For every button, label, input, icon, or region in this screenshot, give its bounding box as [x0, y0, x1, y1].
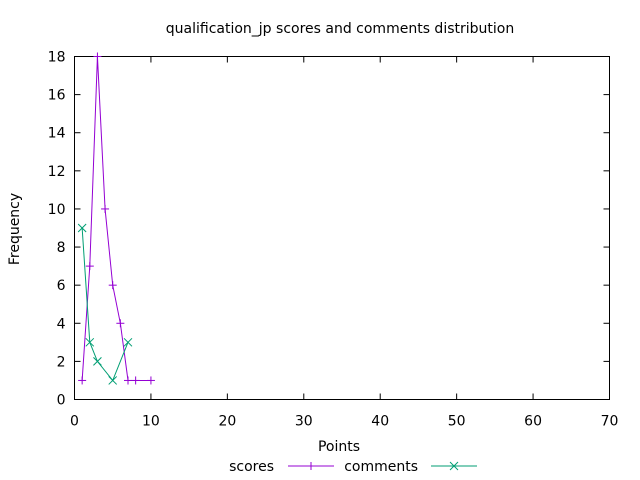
x-tick-label: 60 — [524, 414, 542, 430]
y-tick-label: 4 — [57, 316, 66, 332]
legend-marker — [449, 461, 459, 471]
y-tick-label: 2 — [57, 354, 66, 370]
scores-point — [131, 376, 140, 385]
scores-point — [93, 52, 102, 61]
legend-marker — [307, 462, 315, 470]
scores-point — [146, 376, 155, 385]
scores-line — [81, 56, 151, 381]
chart-title: qualification_jp scores and comments dis… — [166, 21, 514, 37]
scores-point — [116, 319, 125, 328]
legend: scores comments — [229, 459, 477, 475]
y-tick-label: 8 — [57, 240, 66, 256]
x-tick-label: 40 — [371, 414, 389, 430]
y-tick-label: 16 — [48, 88, 66, 104]
comments-point — [77, 223, 87, 233]
legend-item-comments: comments — [344, 459, 477, 475]
series-comments — [77, 223, 133, 385]
plot-frame — [74, 56, 610, 400]
comments-point — [123, 337, 133, 347]
series-scores — [78, 52, 155, 385]
scores-point — [78, 376, 87, 385]
y-axis-label: Frequency — [7, 193, 23, 265]
comments-point — [85, 337, 95, 347]
x-tick-label: 20 — [218, 414, 236, 430]
legend-item-scores: scores — [229, 459, 334, 475]
scores-point — [101, 204, 110, 213]
comments-point — [108, 376, 118, 385]
y-tick-label: 0 — [57, 393, 66, 409]
series-layer — [77, 52, 155, 385]
x-tick-label: 10 — [142, 414, 160, 430]
y-tick-label: 6 — [57, 278, 66, 294]
x-axis-label: Points — [318, 439, 360, 455]
y-axis-ticks: 0 2 4 6 8 10 12 14 16 18 — [48, 50, 610, 409]
scores-point — [85, 262, 94, 271]
comments-line — [81, 227, 129, 382]
x-tick-label: 0 — [70, 414, 79, 430]
y-tick-label: 10 — [48, 202, 66, 218]
comments-point — [93, 357, 102, 366]
y-tick-label: 12 — [48, 164, 66, 180]
scores-point — [124, 376, 132, 385]
y-tick-label: 18 — [48, 50, 66, 66]
x-tick-label: 50 — [448, 414, 466, 430]
x-tick-label: 30 — [295, 414, 313, 430]
legend-label: scores — [229, 459, 274, 475]
legend-label: comments — [344, 459, 418, 475]
x-tick-label: 70 — [601, 414, 619, 430]
scores-point — [108, 281, 117, 290]
x-axis-ticks: 0 10 20 30 40 50 60 70 — [70, 56, 619, 430]
y-tick-label: 14 — [48, 126, 66, 142]
